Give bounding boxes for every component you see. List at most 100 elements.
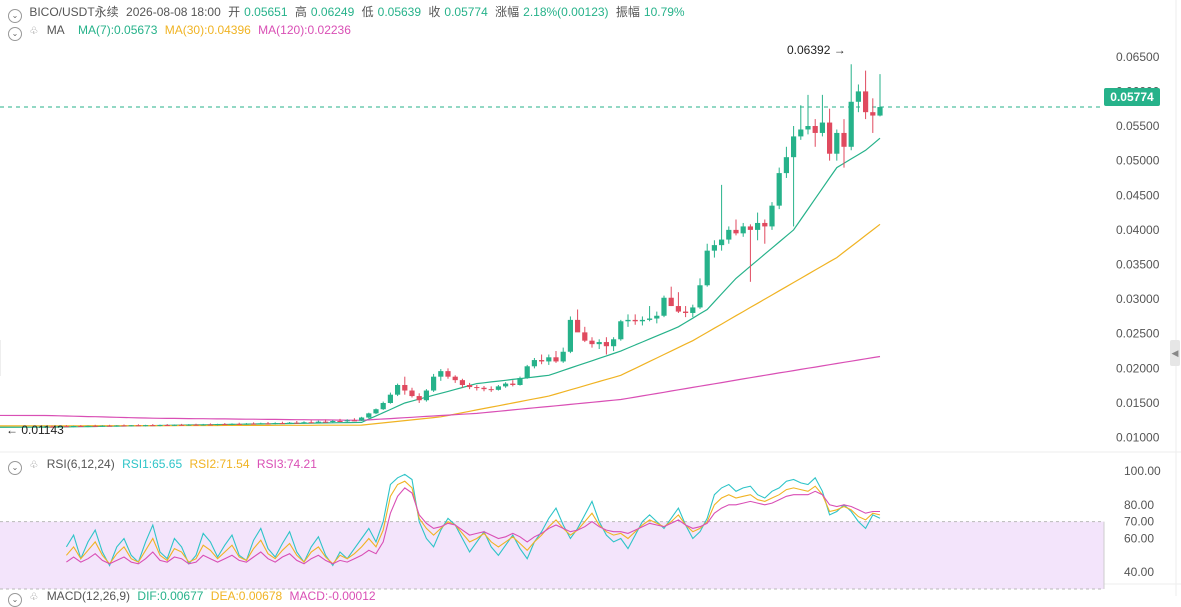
candle-body (848, 101, 854, 147)
candle-body (287, 422, 293, 424)
candle-body (258, 423, 264, 425)
bell-icon[interactable]: ♧ (29, 26, 39, 37)
candle-body (632, 319, 638, 322)
close-label: 收 (428, 5, 441, 19)
high-label: 高 (294, 5, 307, 19)
candle-body (863, 91, 869, 113)
amplitude-label: 振幅 (615, 5, 640, 19)
candle-body (740, 226, 746, 234)
candle-body (92, 425, 98, 427)
rsi-line-rsi3 (66, 487, 880, 565)
candle-body (71, 425, 77, 427)
candle-body (279, 423, 285, 425)
current-price-tag: 0.05774 (1104, 88, 1160, 106)
ma-label: MA (46, 23, 65, 37)
candle-body (416, 396, 422, 401)
rsi-axis-tick: 40.00 (1124, 565, 1154, 579)
candle-body (618, 321, 624, 340)
datetime-label: 2026-08-08 18:00 (126, 5, 221, 19)
low-value: 0.05639 (377, 5, 422, 19)
candle-body (791, 136, 797, 158)
candle-body (841, 132, 847, 147)
ma-line-ma7 (0, 137, 881, 428)
rsi-bell-icon[interactable]: ♧ (29, 460, 39, 471)
rsi3-value: RSI3:74.21 (256, 457, 317, 471)
candle-body (747, 226, 753, 230)
candle-body (510, 383, 516, 385)
candle-body (539, 360, 545, 362)
candle-body (661, 297, 667, 316)
candle-body (179, 424, 185, 426)
candle-body (78, 425, 84, 427)
candle-body (272, 423, 278, 425)
candle-body (575, 319, 581, 333)
open-label: 开 (228, 5, 241, 19)
candle-body (150, 425, 156, 427)
candle-body (157, 425, 163, 427)
candle-body (553, 357, 559, 362)
high-value: 0.06249 (310, 5, 355, 19)
rsi-line-rsi2 (65, 480, 881, 565)
panel-expand-handle[interactable]: ◀ (1170, 340, 1180, 366)
candle-body (308, 422, 314, 424)
candle-body (524, 366, 530, 379)
candle-body (819, 122, 825, 133)
candle-body (805, 126, 811, 130)
candle-body (474, 387, 480, 389)
candle-body (229, 423, 235, 425)
candle-body (85, 425, 91, 427)
candle-body (222, 424, 228, 426)
candle-body (733, 229, 739, 234)
candle-body (495, 386, 501, 390)
candle-body (445, 371, 451, 377)
candle-body (49, 426, 55, 428)
candle-body (654, 315, 660, 319)
candle-body (171, 424, 177, 426)
change-value: 2.18%(0.00123) (523, 5, 609, 19)
collapse-chevron-icon[interactable]: ⌄ (8, 9, 22, 23)
candle-body (690, 307, 696, 313)
candle-body (704, 250, 710, 286)
candle-body (697, 285, 703, 308)
min-price-label: 0.01143 (21, 423, 64, 437)
candle-body (668, 297, 674, 307)
candle-body (193, 424, 199, 426)
candle-body (855, 91, 861, 102)
ohlc-header: ⌄ BICO/USDT永续 2026-08-08 18:00 开 0.05651 … (8, 4, 689, 23)
max-price-annotation: 0.06392 → (787, 43, 846, 57)
candle-body (128, 425, 134, 427)
macd-collapse-chevron-icon[interactable]: ⌄ (8, 593, 22, 607)
candle-body (135, 425, 141, 427)
macd-bell-icon[interactable]: ♧ (29, 592, 39, 603)
candle-body (423, 390, 429, 401)
candle-body (827, 122, 833, 154)
candle-body (215, 424, 221, 426)
candle-body (481, 387, 487, 390)
candle-body (531, 360, 537, 367)
candle-body (517, 378, 523, 385)
amplitude-value: 10.79% (643, 5, 685, 19)
candle-body (236, 423, 242, 425)
change-label: 涨幅 (495, 5, 520, 19)
candle-body (395, 384, 401, 395)
rsi-collapse-chevron-icon[interactable]: ⌄ (8, 461, 22, 475)
rsi-legend: ⌄ ♧ RSI(6,12,24) RSI1:65.65 RSI2:71.54 R… (8, 456, 321, 475)
candle-body (776, 173, 782, 206)
min-price-annotation: ← 0.01143 (6, 423, 64, 437)
candle-body (719, 239, 725, 246)
candle-body (207, 424, 213, 426)
price-axis-tick: 0.01000 (1116, 431, 1160, 445)
ma-collapse-chevron-icon[interactable]: ⌄ (8, 27, 22, 41)
candle-body (711, 245, 717, 251)
ma-line-ma120 (0, 355, 881, 421)
price-axis-tick: 0.04500 (1116, 188, 1160, 202)
price-axis-tick: 0.03000 (1116, 292, 1160, 306)
price-axis-tick: 0.06500 (1116, 50, 1160, 64)
candle-body (200, 424, 206, 426)
candle-body (589, 340, 595, 345)
candle-body (503, 383, 509, 387)
price-axis-tick: 0.05500 (1116, 119, 1160, 133)
low-label: 低 (361, 5, 374, 19)
candle-body (344, 420, 350, 422)
